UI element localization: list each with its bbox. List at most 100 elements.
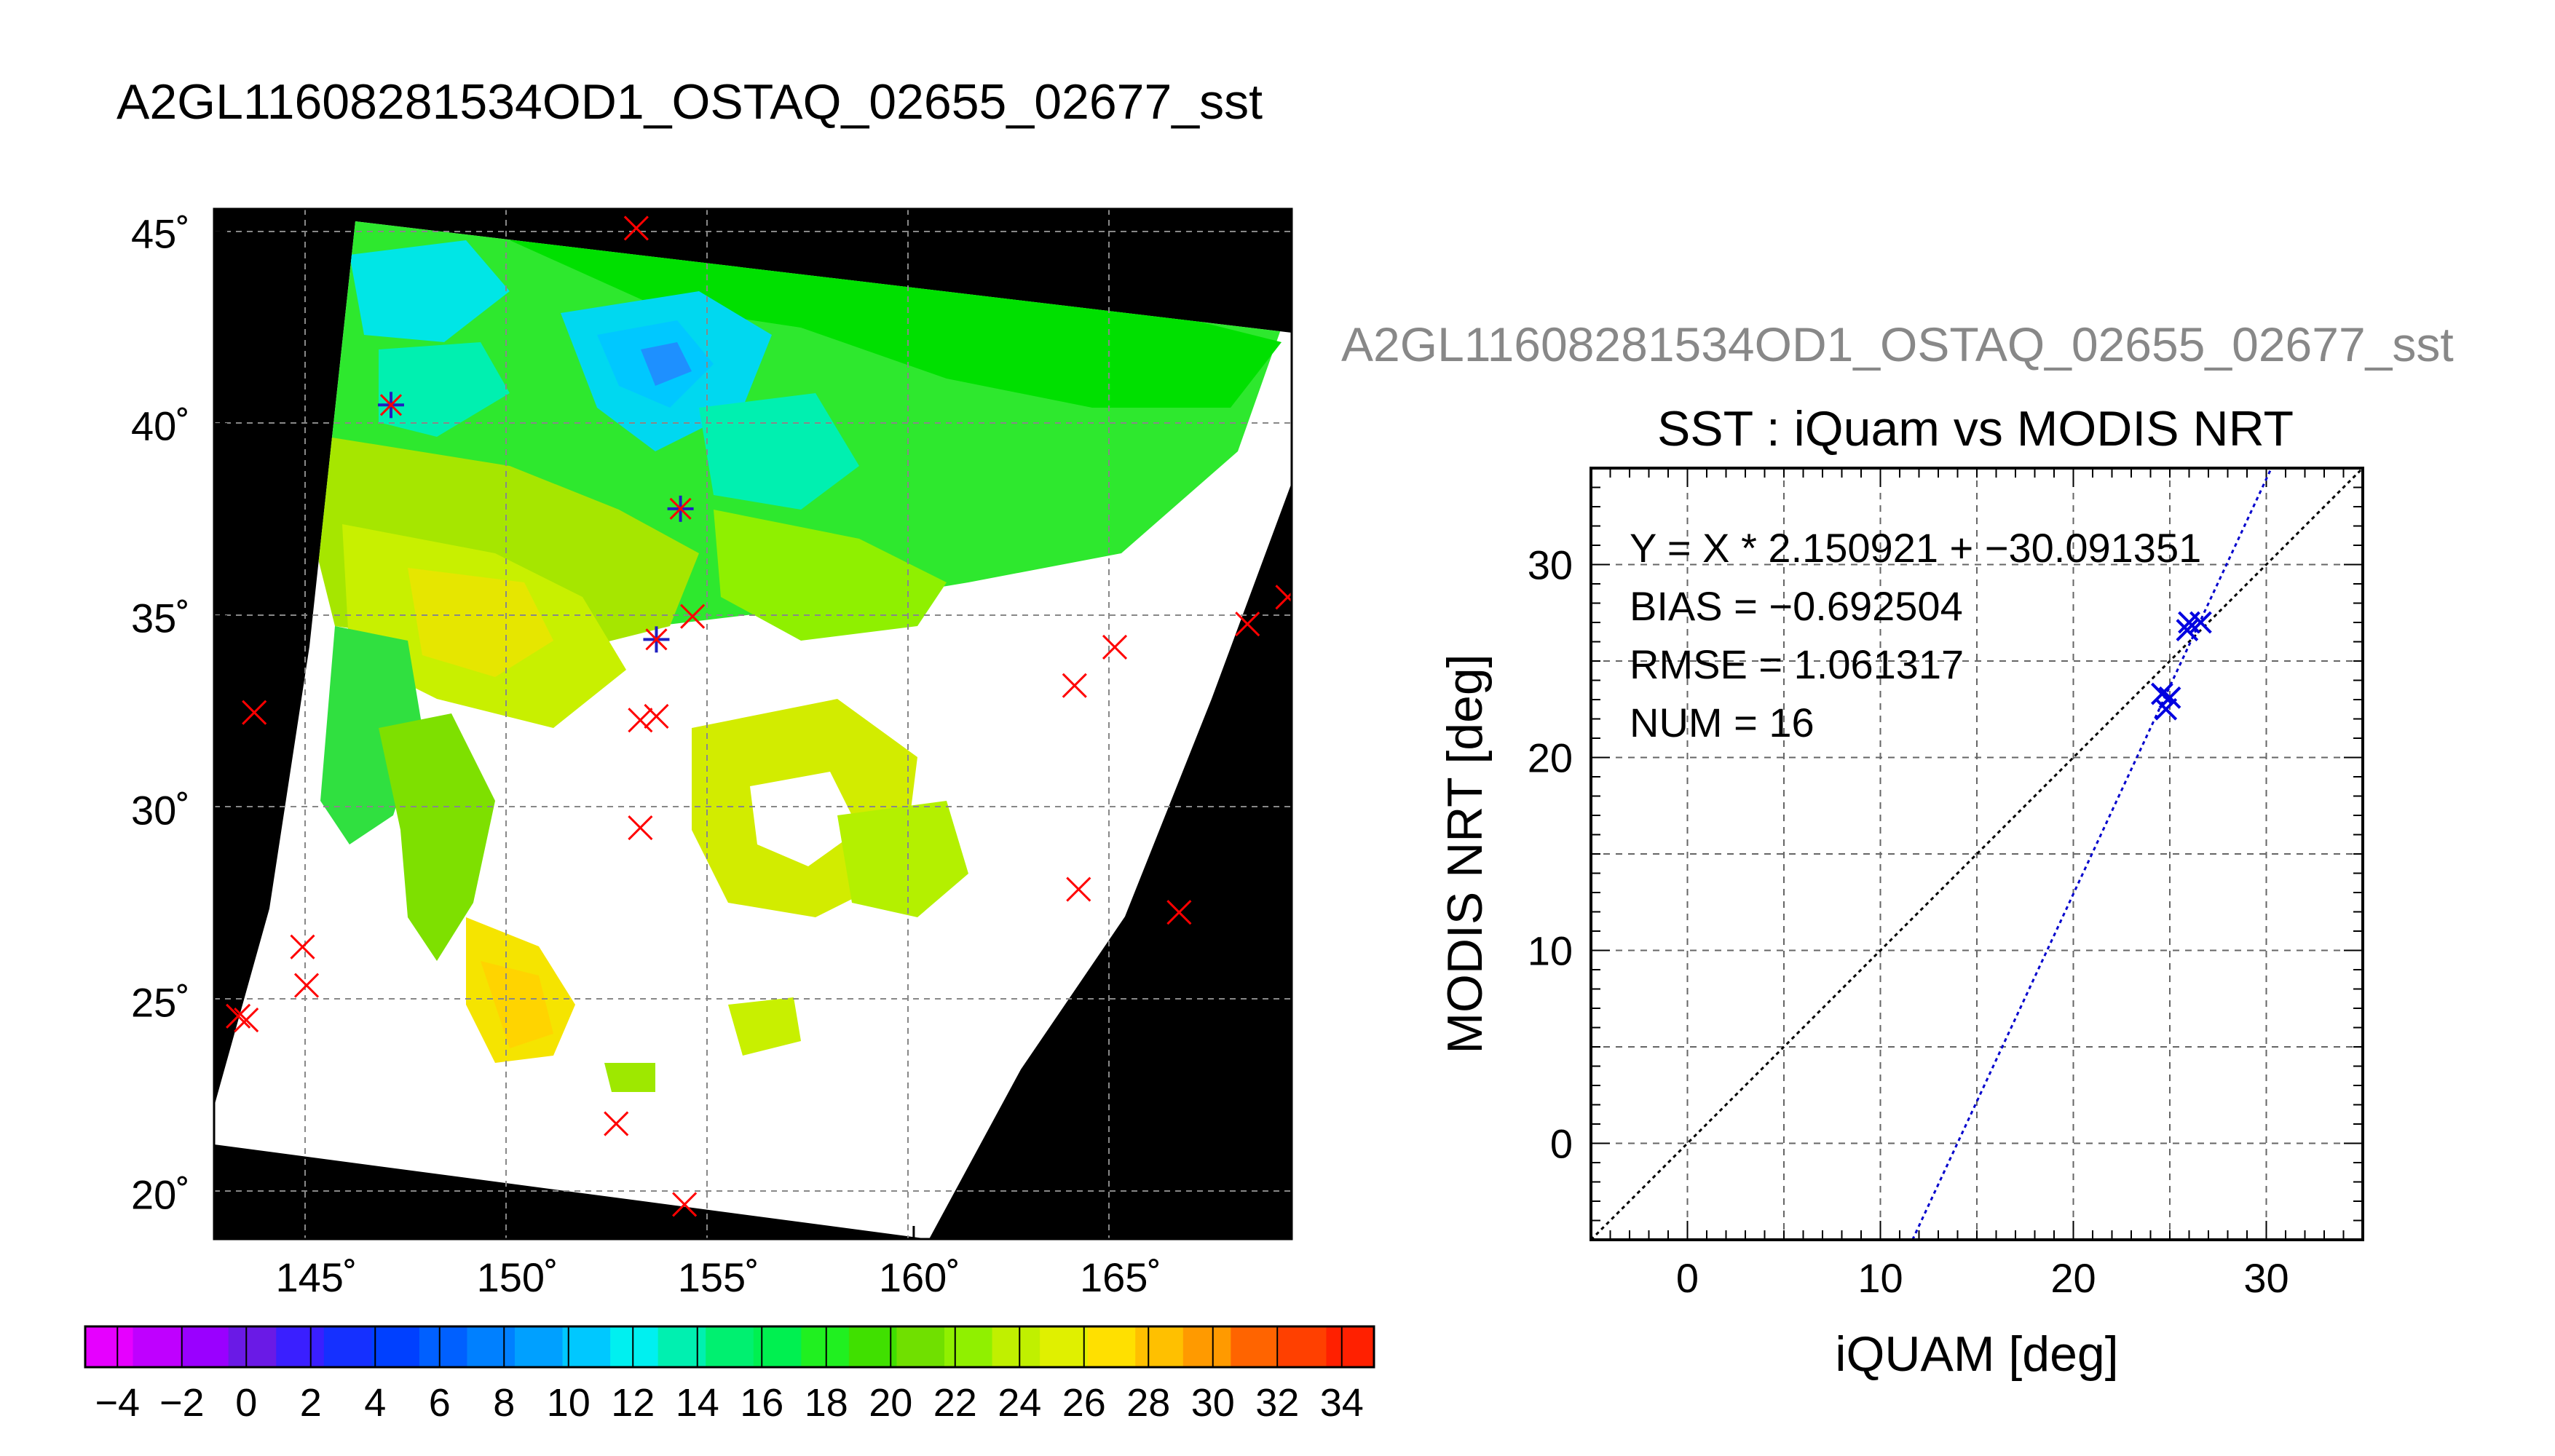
lat-axis: 20˚ 25˚ 30˚ 35˚ 40˚ 45˚ xyxy=(131,211,227,1218)
sst-match-marker xyxy=(672,1192,698,1217)
colorbar-frame xyxy=(84,1325,1375,1369)
colorbar-cell xyxy=(181,1326,229,1367)
colorbar-tick-label: 32 xyxy=(1255,1381,1299,1425)
sst-match-marker xyxy=(1062,673,1087,698)
sst-match-marker xyxy=(604,1111,629,1136)
scatter-panel: SST : iQuam vs MODIS NRT Y = X * 2.15092… xyxy=(1437,401,2364,1382)
colorbar-cell xyxy=(848,1326,898,1367)
colorbar-cell xyxy=(1326,1326,1375,1367)
scatter-gridlines xyxy=(1591,468,2363,1240)
lon-tick-label: 150˚ xyxy=(477,1254,558,1300)
y-tick-label: 30 xyxy=(1528,542,1573,588)
sst-match-marker xyxy=(226,1003,251,1029)
sst-match-marker xyxy=(1066,877,1091,902)
scatter-tick-labels: 0 10 20 30 0 10 20 30 xyxy=(1528,542,2289,1302)
colorbar-tick-label: 16 xyxy=(740,1381,783,1425)
colorbar-tick-label: 26 xyxy=(1062,1381,1106,1425)
fit-line xyxy=(1911,468,2272,1240)
colorbar-cell xyxy=(371,1326,420,1367)
colorbar-tick-label: 6 xyxy=(429,1381,451,1425)
sst-match-marker xyxy=(623,215,649,241)
colorbar-cell xyxy=(276,1326,325,1367)
lat-tick-label: 40˚ xyxy=(131,403,190,449)
colorbar-tick-label: 30 xyxy=(1191,1381,1235,1425)
scatter-ticks xyxy=(1590,467,2364,1241)
colorbar-tick-label: −4 xyxy=(95,1381,140,1425)
sst-match-marker xyxy=(242,700,267,725)
scatter-points xyxy=(2150,611,2212,721)
x-axis-label: iQUAM [deg] xyxy=(1835,1326,2118,1382)
sst-match-marker xyxy=(644,703,669,729)
colorbar-cell xyxy=(133,1326,182,1367)
x-tick-label: 30 xyxy=(2243,1255,2289,1301)
colorbar-tick-label: −2 xyxy=(159,1381,205,1425)
colorbar-cell xyxy=(801,1326,850,1367)
sst-match-marker xyxy=(234,1007,259,1033)
bias-text: BIAS = −0.692504 xyxy=(1630,583,1963,629)
sst-match-marker xyxy=(290,934,315,960)
colorbar-tick-label: 34 xyxy=(1320,1381,1364,1425)
lat-tick-label: 45˚ xyxy=(131,211,190,257)
matched-buoy-marker xyxy=(643,626,670,653)
colorbar-tick-label: 24 xyxy=(998,1381,1041,1425)
y-tick-label: 20 xyxy=(1528,735,1573,781)
x-tick-label: 0 xyxy=(1676,1255,1699,1301)
colorbar: −4 −2 0 2 4 6 8 10 12 14 16 18 20 22 24 26 28 30 32 34 xyxy=(84,1325,1375,1425)
sst-match-marker xyxy=(680,604,706,629)
colorbar-cell xyxy=(753,1326,802,1367)
fit-equation: Y = X * 2.150921 + −30.091351 xyxy=(1630,525,2201,571)
colorbar-tick-label: 28 xyxy=(1126,1381,1170,1425)
colorbar-tick-label: 10 xyxy=(547,1381,591,1425)
y-tick-label: 0 xyxy=(1550,1121,1573,1167)
colorbar-cell xyxy=(85,1326,134,1367)
colorbar-cell xyxy=(515,1326,564,1367)
colorbar-cell xyxy=(228,1326,277,1367)
map-gridlines xyxy=(214,209,1292,1239)
sst-match-marker xyxy=(1275,585,1292,610)
lon-tick-label: 145˚ xyxy=(275,1254,357,1300)
num-text: NUM = 16 xyxy=(1630,700,1814,745)
colorbar-tick-label: 18 xyxy=(805,1381,848,1425)
scatter-point xyxy=(2189,611,2212,634)
colorbar-cell xyxy=(1182,1326,1232,1367)
colorbar-cell xyxy=(1278,1326,1327,1367)
colorbar-tick-label: 8 xyxy=(493,1381,515,1425)
lon-tick-label: 155˚ xyxy=(678,1254,759,1300)
colorbar-cell xyxy=(896,1326,945,1367)
colorbar-cell xyxy=(323,1326,373,1367)
colorbar-cell xyxy=(944,1326,993,1367)
colorbar-tick-label: 20 xyxy=(869,1381,912,1425)
scatter-frame xyxy=(1590,467,2364,1241)
colorbar-tick-label: 14 xyxy=(676,1381,719,1425)
scatter-title: SST : iQuam vs MODIS NRT xyxy=(1657,401,2294,456)
lon-tick-label: 165˚ xyxy=(1080,1254,1161,1300)
colorbar-cell xyxy=(1135,1326,1184,1367)
colorbar-tick-label: 12 xyxy=(611,1381,655,1425)
scatter-point xyxy=(2158,686,2181,709)
colorbar-cell xyxy=(419,1326,468,1367)
sst-match-marker xyxy=(1102,634,1128,660)
colorbar-tick-label: 2 xyxy=(300,1381,322,1425)
figure-title: A2GL11608281534OD1_OSTAQ_02655_02677_sst xyxy=(117,74,1263,130)
matched-buoy-marker xyxy=(377,392,404,419)
colorbar-tick-label: 0 xyxy=(235,1381,257,1425)
sst-match-marker xyxy=(1235,612,1260,637)
right-title: A2GL11608281534OD1_OSTAQ_02655_02677_sst xyxy=(1341,317,2454,371)
lon-axis: 145˚ 150˚ 155˚ 160˚ 165˚ xyxy=(275,1226,1161,1300)
scatter-point xyxy=(2176,619,2199,642)
y-axis-label: MODIS NRT [deg] xyxy=(1437,654,1493,1053)
colorbar-tick-label: 4 xyxy=(364,1381,386,1425)
y-tick-label: 10 xyxy=(1528,928,1573,974)
colorbar-cell xyxy=(657,1326,707,1367)
map-markers xyxy=(226,215,1292,1217)
colorbar-cell xyxy=(610,1326,659,1367)
sst-match-marker xyxy=(1166,900,1192,925)
colorbar-cell xyxy=(1087,1326,1137,1367)
colorbar-tick-label: 22 xyxy=(933,1381,977,1425)
sst-match-marker xyxy=(628,708,653,733)
lat-tick-label: 20˚ xyxy=(131,1172,190,1218)
colorbar-cell xyxy=(992,1326,1041,1367)
colorbar-cell xyxy=(467,1326,516,1367)
colorbar-cell xyxy=(706,1326,754,1367)
